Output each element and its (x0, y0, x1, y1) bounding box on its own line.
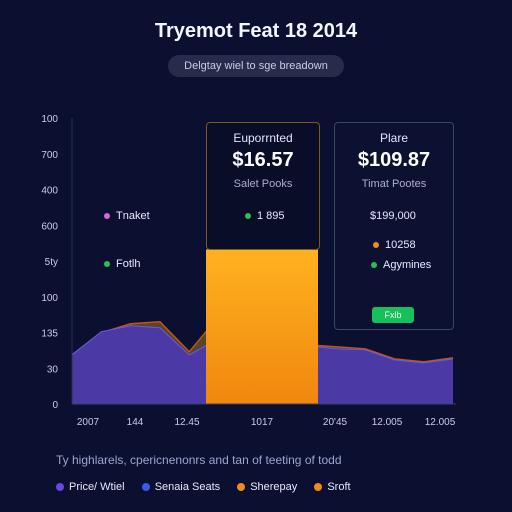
card-2-title: Plare (379, 131, 408, 145)
legend-item[interactable]: Sroft (314, 481, 351, 493)
chart-legend: Price/ Wtiel Senaia Seats Sherepay Sroft (56, 481, 365, 493)
y-tick-label: 0 (52, 400, 58, 411)
chart-footnote: Ty highlarels, cpericnenonrs and tan of … (56, 453, 342, 467)
x-tick-label: 12.45 (174, 417, 199, 428)
summary-card-1: Euporrnted $16.57 Salet Pooks 1 895 (206, 122, 320, 250)
left-label-1-text: Tnaket (116, 210, 150, 222)
y-tick-label: 135 (41, 329, 58, 340)
green-dot-icon (371, 262, 377, 269)
card-2-row-2-label: 10258 (385, 239, 416, 251)
card-1-title: Euporrnted (233, 131, 293, 145)
orange-dot-icon (373, 242, 379, 249)
card-2-row-3-label: Agymines (383, 259, 432, 271)
legend-swatch-icon (314, 483, 323, 492)
legend-label: Sherepay (250, 481, 298, 493)
legend-swatch-icon (141, 483, 150, 492)
x-tick-label: 12.005 (425, 417, 456, 428)
chart-title: Tryemot Feat 18 2014 (154, 20, 358, 42)
legend-item[interactable]: Senaia Seats (141, 481, 221, 493)
card-1-row-label: 1 895 (257, 210, 285, 222)
card-2-row-1: $199,000 (370, 210, 416, 222)
left-label-2-text: Fotlh (116, 258, 141, 270)
y-tick-label: 5ty (45, 257, 58, 268)
legend-label: Price/ Wtiel (69, 481, 125, 493)
legend-label: Sroft (327, 481, 351, 493)
y-tick-label: 400 (41, 186, 58, 197)
y-tick-label: 100 (41, 293, 58, 304)
x-tick-label: 12.005 (372, 417, 403, 428)
pink-dot-icon (104, 213, 110, 220)
card-1-value: $16.57 (232, 149, 294, 171)
x-tick-label: 2007 (77, 417, 100, 428)
card-2-row-3: Agymines (371, 259, 431, 271)
highlight-bar (206, 249, 318, 404)
left-label-1: Tnaket (104, 210, 150, 222)
y-tick-label: 600 (41, 221, 58, 232)
green-dot-icon (245, 213, 251, 220)
card-2-row-1-label: $199,000 (370, 210, 416, 222)
card-1-subtitle: Salet Pooks (233, 178, 293, 190)
legend-label: Senaia Seats (154, 481, 221, 493)
left-label-2: Fotlh (104, 258, 140, 270)
x-tick-label: 20'45 (323, 417, 348, 428)
legend-item[interactable]: Price/ Wtiel (56, 481, 125, 493)
subtitle-pill[interactable]: Delgtay wiel to sge breadown (168, 55, 344, 77)
legend-swatch-icon (237, 483, 246, 492)
green-dot-icon (104, 261, 110, 268)
legend-swatch-icon (56, 483, 64, 492)
card-2-subtitle: Timat Pootes (361, 178, 427, 190)
y-tick-label: 700 (41, 150, 58, 161)
status-badge[interactable]: Fxlb (372, 307, 414, 323)
y-tick-label: 30 (47, 364, 59, 375)
legend-item[interactable]: Sherepay (237, 481, 297, 493)
y-tick-label: 100 (41, 114, 58, 125)
card-2-row-2: 10258 (373, 239, 416, 251)
x-tick-label: 1017 (251, 417, 274, 428)
x-tick-label: 144 (127, 417, 144, 428)
card-1-row: 1 895 (245, 210, 285, 222)
card-2-value: $109.87 (357, 149, 431, 171)
summary-card-2: Plare $109.87 Timat Pootes $199,000 1025… (334, 122, 454, 330)
